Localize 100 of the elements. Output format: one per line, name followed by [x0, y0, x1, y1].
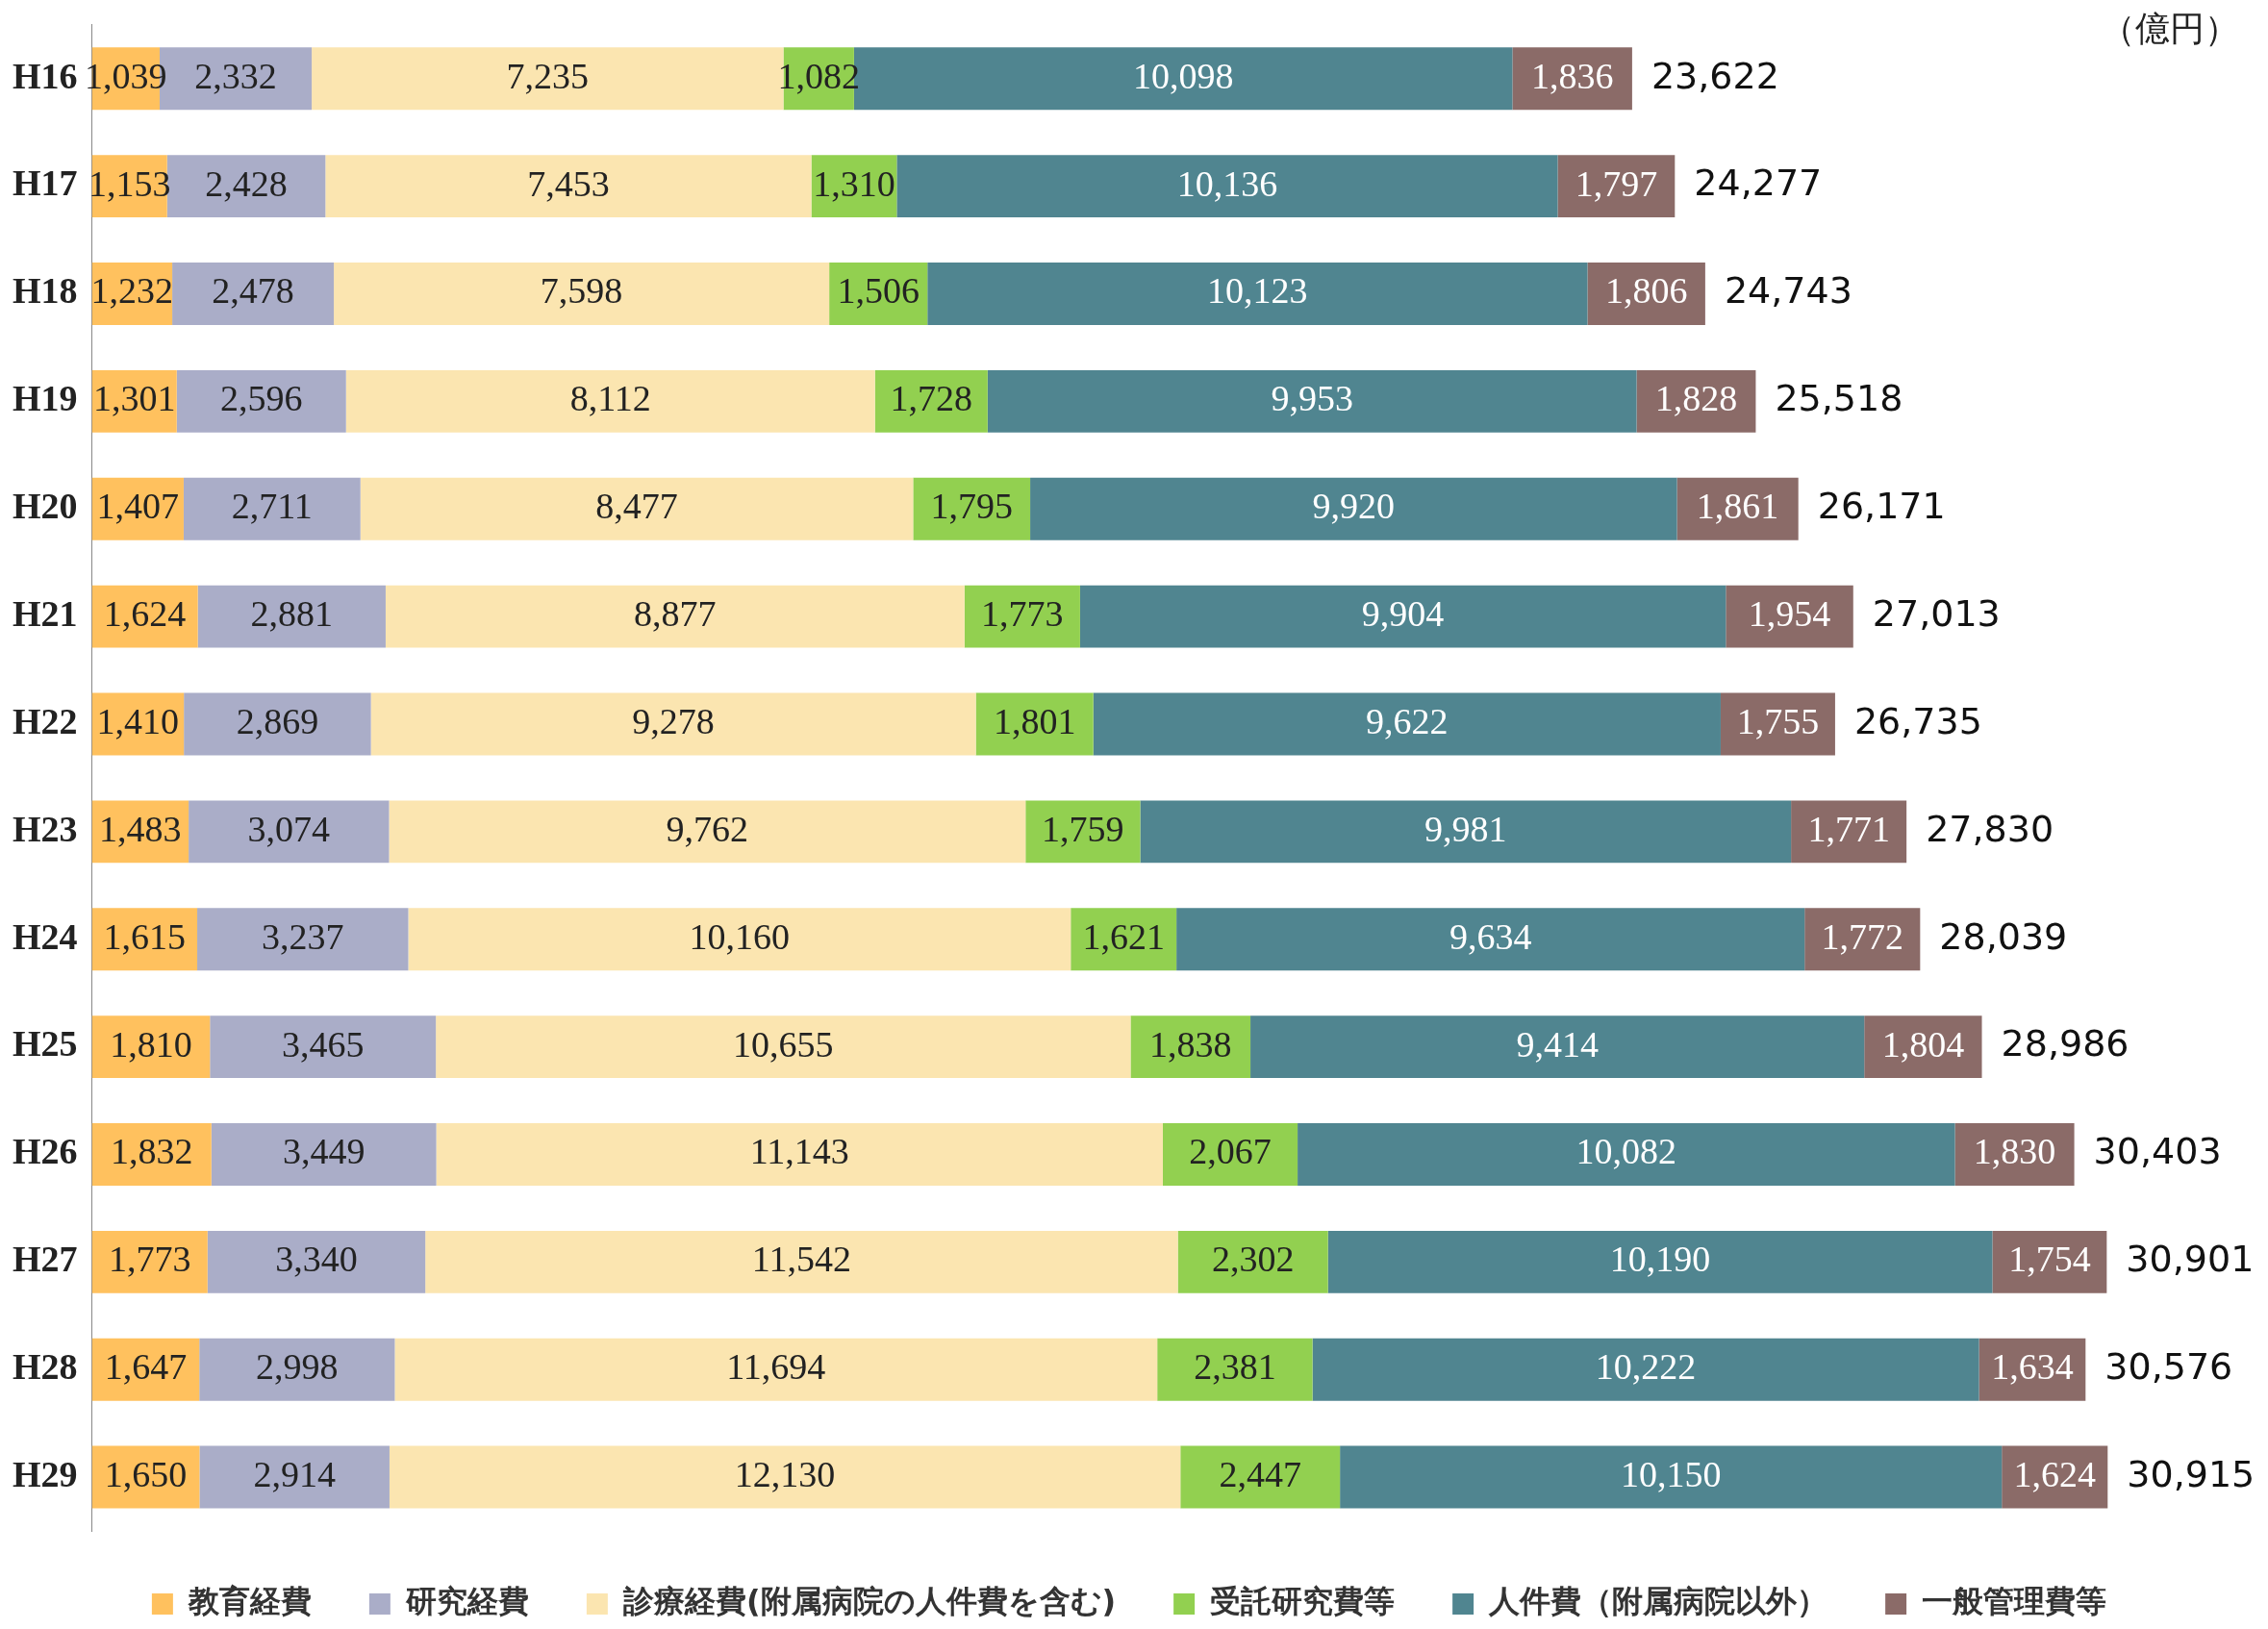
data-label: 2,067 — [1189, 1131, 1272, 1172]
bar — [1177, 1230, 1328, 1293]
bar — [1726, 585, 1853, 648]
bar — [210, 1015, 437, 1079]
bar — [1312, 1338, 1979, 1401]
legend-label: 教育経費 — [187, 1583, 312, 1620]
data-label: 9,622 — [1366, 700, 1449, 741]
bar — [389, 1445, 1181, 1509]
bar — [987, 369, 1637, 433]
data-label: 1,310 — [813, 163, 895, 204]
y-tick-label: H16 — [13, 55, 78, 96]
bar — [1162, 1123, 1298, 1186]
legend-label: 研究経費 — [404, 1583, 529, 1620]
bar — [1676, 477, 1799, 540]
bar — [1025, 800, 1141, 864]
bar — [91, 1015, 211, 1079]
bar — [1030, 477, 1677, 540]
data-label: 10,123 — [1207, 270, 1308, 312]
data-label: 1,615 — [103, 915, 187, 957]
total-label: 28,986 — [2001, 1022, 2129, 1065]
total-label: 26,171 — [1817, 485, 1946, 528]
bar — [91, 908, 198, 971]
bar — [1512, 47, 1632, 111]
y-tick-label: H21 — [13, 592, 78, 634]
data-label: 10,150 — [1620, 1454, 1722, 1495]
data-label: 1,650 — [104, 1454, 188, 1495]
data-label: 1,153 — [88, 163, 171, 204]
data-label: 2,869 — [236, 700, 319, 741]
bar — [207, 1230, 426, 1293]
data-label: 2,711 — [231, 486, 313, 527]
bar — [425, 1230, 1178, 1293]
data-label: 2,302 — [1211, 1239, 1295, 1280]
data-label: 12,130 — [734, 1454, 836, 1495]
total-label: 25,518 — [1775, 377, 1903, 420]
data-label: 1,771 — [1807, 808, 1890, 849]
data-label: 11,542 — [751, 1239, 851, 1280]
bar — [176, 369, 346, 433]
bar — [436, 1123, 1163, 1186]
data-label: 7,598 — [540, 270, 623, 312]
bar — [91, 1123, 212, 1186]
data-label: 11,694 — [726, 1346, 826, 1388]
bar — [360, 477, 914, 540]
data-label: 2,998 — [256, 1346, 339, 1388]
y-tick-label: H20 — [13, 486, 78, 527]
data-label: 1,728 — [890, 378, 972, 419]
bar — [964, 585, 1080, 648]
bar — [385, 585, 965, 648]
data-label: 9,904 — [1361, 593, 1445, 635]
bar — [1071, 908, 1177, 971]
bar — [325, 155, 812, 218]
bar — [370, 692, 976, 756]
bar — [1992, 1230, 2107, 1293]
data-label: 10,098 — [1132, 55, 1234, 96]
bar — [1180, 1445, 1341, 1509]
data-label: 1,828 — [1654, 378, 1738, 419]
legend-label: 一般管理費等 — [1922, 1583, 2107, 1620]
bar — [394, 1338, 1158, 1401]
y-tick-label: H19 — [13, 378, 78, 419]
data-label: 7,235 — [506, 55, 590, 96]
bar — [408, 908, 1071, 971]
legend-label: 受託研究費等 — [1210, 1583, 1396, 1620]
data-label: 10,082 — [1575, 1131, 1677, 1172]
bar — [91, 1338, 200, 1401]
data-label: 8,477 — [595, 486, 678, 527]
y-tick-label: H27 — [13, 1239, 78, 1280]
bar — [197, 585, 386, 648]
data-label: 10,160 — [689, 915, 791, 957]
bar — [1079, 585, 1726, 648]
data-label: 9,953 — [1271, 378, 1353, 419]
data-label: 1,754 — [2008, 1239, 2091, 1280]
data-label: 1,624 — [103, 593, 187, 635]
data-label: 1,836 — [1530, 55, 1614, 96]
bar — [874, 369, 988, 433]
bar — [91, 1230, 208, 1293]
y-tick-label: H23 — [13, 808, 78, 849]
bar — [1720, 692, 1835, 756]
data-label: 3,449 — [282, 1131, 365, 1172]
bar — [1130, 1015, 1251, 1079]
bar — [1804, 908, 1921, 971]
data-label: 3,074 — [247, 808, 331, 849]
data-label: 2,447 — [1219, 1454, 1301, 1495]
data-label: 1,954 — [1748, 593, 1831, 635]
data-label: 1,797 — [1575, 163, 1658, 204]
y-tick-label: H22 — [13, 700, 78, 741]
total-label: 30,576 — [2104, 1345, 2233, 1389]
y-tick-label: H29 — [13, 1453, 78, 1494]
data-label: 2,478 — [212, 270, 294, 312]
data-label: 2,914 — [253, 1454, 336, 1495]
bar — [199, 1338, 395, 1401]
data-label: 1,232 — [90, 270, 174, 312]
total-label: 23,622 — [1651, 54, 1779, 97]
data-label: 9,920 — [1312, 486, 1396, 527]
data-label: 10,136 — [1176, 163, 1278, 204]
y-tick-label: H17 — [13, 163, 78, 204]
data-label: 7,453 — [527, 163, 610, 204]
bar — [1791, 800, 1907, 864]
data-label: 1,832 — [110, 1131, 193, 1172]
data-label: 1,804 — [1881, 1023, 1965, 1065]
bar — [197, 908, 409, 971]
data-label: 1,755 — [1736, 700, 1820, 741]
